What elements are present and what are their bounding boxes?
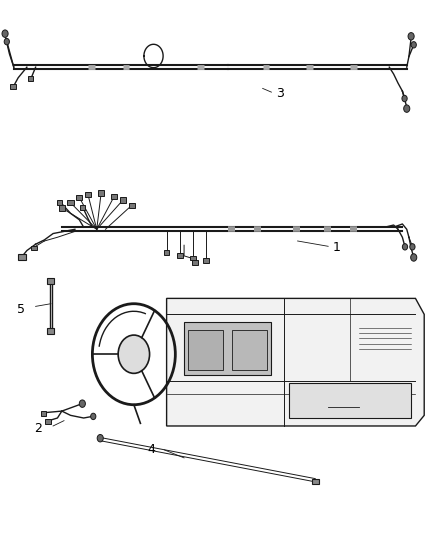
- Circle shape: [402, 95, 407, 102]
- Bar: [32, 246, 37, 251]
- Bar: [80, 205, 85, 210]
- Text: 1: 1: [332, 241, 340, 254]
- Circle shape: [410, 244, 415, 250]
- Text: 4: 4: [148, 443, 155, 456]
- Bar: [311, 479, 318, 484]
- Bar: [10, 84, 16, 88]
- Circle shape: [91, 413, 96, 419]
- Bar: [47, 278, 54, 284]
- Circle shape: [4, 38, 10, 45]
- Text: 5: 5: [17, 303, 25, 316]
- Bar: [67, 200, 74, 205]
- Circle shape: [411, 42, 417, 48]
- Text: 2: 2: [34, 422, 42, 435]
- Bar: [190, 256, 196, 261]
- Circle shape: [408, 33, 414, 40]
- Circle shape: [118, 335, 150, 373]
- Bar: [192, 260, 198, 265]
- Bar: [188, 330, 223, 370]
- Polygon shape: [166, 298, 424, 426]
- Circle shape: [404, 105, 410, 112]
- Bar: [289, 383, 411, 418]
- Bar: [98, 190, 104, 196]
- Bar: [203, 258, 209, 263]
- Bar: [177, 253, 183, 258]
- Bar: [111, 193, 117, 199]
- Bar: [18, 254, 25, 260]
- Bar: [47, 328, 54, 334]
- Circle shape: [411, 254, 417, 261]
- Bar: [59, 205, 65, 211]
- Bar: [184, 322, 272, 375]
- Bar: [57, 200, 63, 205]
- Bar: [85, 192, 91, 197]
- Bar: [164, 251, 170, 255]
- Bar: [232, 330, 267, 370]
- Bar: [41, 411, 46, 416]
- Circle shape: [79, 400, 85, 407]
- Bar: [129, 203, 135, 208]
- Circle shape: [97, 434, 103, 442]
- Circle shape: [2, 30, 8, 37]
- Text: 3: 3: [276, 87, 284, 100]
- Bar: [45, 419, 51, 424]
- Bar: [76, 195, 82, 200]
- Circle shape: [403, 244, 408, 250]
- Bar: [28, 76, 33, 80]
- Bar: [120, 197, 126, 203]
